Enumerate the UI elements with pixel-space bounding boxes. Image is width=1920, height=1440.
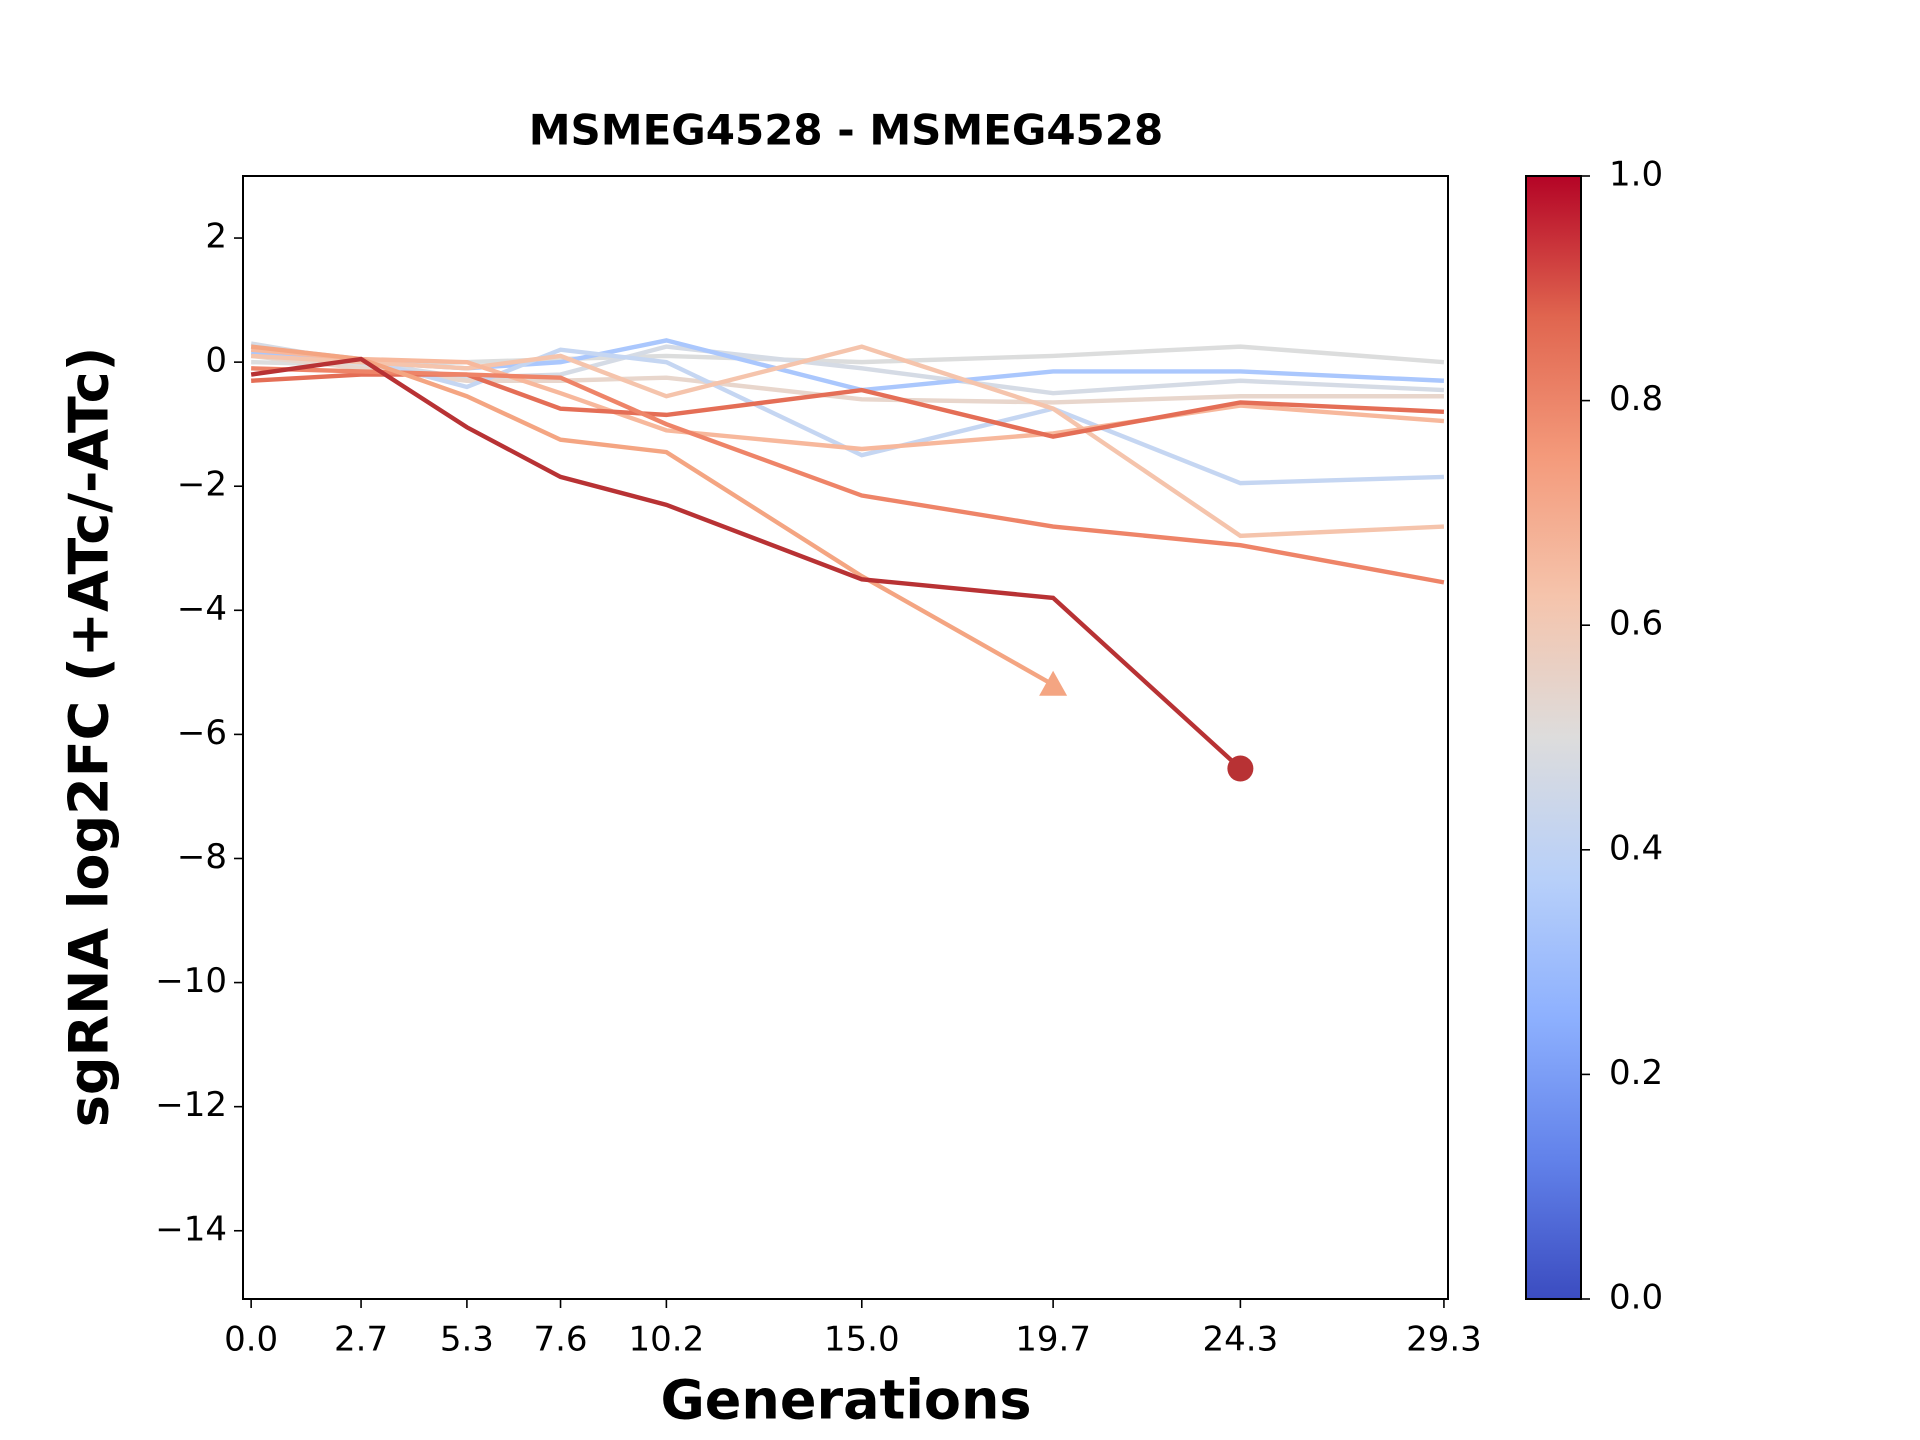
x-tick-label: 10.2 bbox=[629, 1320, 705, 1360]
y-tick-label: −2 bbox=[177, 465, 227, 505]
colorbar bbox=[1525, 175, 1582, 1300]
end-marker bbox=[1039, 670, 1068, 696]
end-marker bbox=[1227, 755, 1254, 782]
x-tick-label: 2.7 bbox=[334, 1320, 388, 1360]
y-tick-label: −14 bbox=[155, 1209, 227, 1249]
series-line bbox=[251, 344, 1445, 539]
y-tick-label: −6 bbox=[177, 713, 227, 753]
series-line bbox=[251, 366, 1445, 585]
x-axis-label: Generations bbox=[660, 1369, 1031, 1432]
y-tick-label: −4 bbox=[177, 589, 227, 629]
x-tick-label: 19.7 bbox=[1015, 1320, 1091, 1360]
y-tick-label: 0 bbox=[205, 341, 227, 381]
colorbar-tick-label: 0.4 bbox=[1609, 828, 1663, 868]
colorbar-tick-label: 0.2 bbox=[1609, 1053, 1663, 1093]
colorbar-tick-label: 0.8 bbox=[1609, 379, 1663, 419]
y-tick-label: 2 bbox=[205, 217, 227, 257]
x-tick-label: 15.0 bbox=[824, 1320, 900, 1360]
chart-title: MSMEG4528 - MSMEG4528 bbox=[529, 106, 1163, 155]
y-tick-label: −8 bbox=[177, 837, 227, 877]
colorbar-tick-label: 0.0 bbox=[1609, 1278, 1663, 1318]
y-axis-label: sgRNA log2FC (+ATc/-ATc) bbox=[58, 347, 121, 1128]
x-tick-label: 29.3 bbox=[1406, 1320, 1482, 1360]
plot-frame bbox=[242, 175, 1449, 1300]
x-tick-label: 0.0 bbox=[224, 1320, 278, 1360]
series-line bbox=[250, 356, 1242, 771]
series-line bbox=[250, 344, 1444, 486]
x-tick-label: 5.3 bbox=[440, 1320, 494, 1360]
series-line bbox=[250, 344, 1055, 687]
x-tick-label: 7.6 bbox=[533, 1320, 587, 1360]
x-tick-label: 24.3 bbox=[1203, 1320, 1279, 1360]
colorbar-tick-label: 0.6 bbox=[1609, 604, 1663, 644]
y-tick-label: −10 bbox=[155, 961, 227, 1001]
y-tick-label: −12 bbox=[155, 1085, 227, 1125]
colorbar-tick-label: 1.0 bbox=[1609, 155, 1663, 195]
